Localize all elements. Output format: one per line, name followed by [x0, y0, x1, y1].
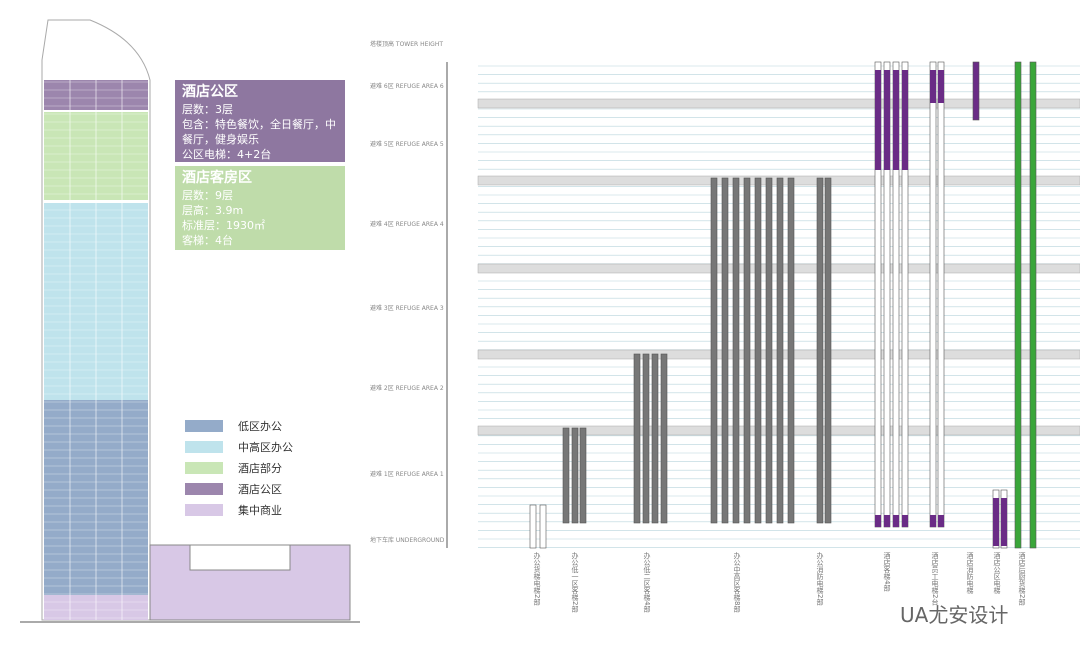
hotel-shaft-foot	[884, 515, 890, 527]
elevator-shaft	[776, 177, 784, 524]
zone-label: 避难 6区 REFUGE AREA 6	[370, 82, 444, 90]
refuge-band	[477, 98, 1080, 109]
watermark: UA尤安设计	[900, 603, 1008, 627]
info-line: 层高：3.9m	[182, 203, 243, 217]
hotel-shaft-foot	[930, 515, 936, 527]
elevator-shaft	[710, 177, 718, 524]
hotel-shaft-top	[902, 70, 908, 170]
elevator-shaft	[539, 504, 547, 549]
elevator-shaft	[732, 177, 740, 524]
hotel-shaft-top	[884, 70, 890, 170]
elevator-label: 办公中高区客梯8部	[733, 551, 741, 613]
elevator-shaft	[571, 427, 579, 524]
info-title: 酒店公区	[182, 83, 238, 100]
elevator-shaft	[562, 427, 570, 524]
legend-swatch	[185, 420, 223, 432]
legend-label: 中高区办公	[238, 440, 293, 454]
legend-swatch	[185, 504, 223, 516]
elevator-label: 酒店员工电梯2台	[931, 552, 939, 607]
elevator-shaft	[642, 353, 650, 524]
legend-swatch	[185, 462, 223, 474]
info-box	[175, 166, 345, 250]
elevator-label: 酒店后厨货梯2部	[1018, 552, 1026, 607]
service-shaft	[1001, 498, 1007, 546]
elevator-shaft	[743, 177, 751, 524]
info-line: 客梯：4台	[182, 233, 233, 247]
hotel-shaft-foot	[902, 515, 908, 527]
legend-label: 酒店公区	[238, 482, 282, 496]
legend-label: 集中商业	[238, 503, 282, 517]
elevator-shaft	[660, 353, 668, 524]
info-title: 酒店客房区	[182, 169, 252, 186]
hotel-shaft-top	[875, 70, 881, 170]
zone-label: 避难 4区 REFUGE AREA 4	[370, 220, 444, 228]
elevator-shaft	[937, 61, 945, 528]
elevator-label: 办公消防电梯2部	[816, 551, 824, 606]
elevator-shaft	[972, 61, 980, 121]
elevator-label: 办公货梯电梯2部	[533, 551, 541, 606]
legend-label: 酒店部分	[238, 461, 282, 475]
elevator-label: 办公低一区客梯2部	[571, 551, 579, 613]
hotel-shaft-foot	[875, 515, 881, 527]
zone-label: 地下车库 UNDERGROUND	[370, 536, 445, 544]
elevator-shaft	[529, 504, 537, 549]
hotel-shaft-top	[893, 70, 899, 170]
hotel-shaft-top	[938, 70, 944, 103]
zone-label: 避难 2区 REFUGE AREA 2	[370, 384, 444, 392]
info-line: 层数：3层	[182, 103, 233, 116]
zone-label: 避难 1区 REFUGE AREA 1	[370, 470, 444, 478]
legend-label: 低区办公	[238, 420, 282, 433]
hotel-shaft-foot	[938, 515, 944, 527]
elevator-label: 酒店客梯4部	[883, 552, 891, 593]
elevator-shaft	[929, 61, 937, 528]
legend-swatch	[185, 483, 223, 495]
elevator-shaft	[765, 177, 773, 524]
elevator-shaft	[633, 353, 641, 524]
elevator-label: 酒店消防电梯	[966, 552, 974, 595]
hotel-shaft-foot	[893, 515, 899, 527]
legend-swatch	[185, 441, 223, 453]
elevator-shaft	[1014, 61, 1022, 549]
info-line: 餐厅，健身娱乐	[182, 132, 259, 146]
zone-label: 避难 5区 REFUGE AREA 5	[370, 140, 444, 148]
elevator-shaft	[824, 177, 832, 524]
elevator-shaft	[1029, 61, 1037, 549]
elevator-shaft	[787, 177, 795, 524]
elevator-label: 酒店公区电梯	[993, 552, 1001, 595]
info-line: 包含：特色餐饮，全日餐厅，中	[182, 117, 336, 131]
hotel-shaft-top	[930, 70, 936, 103]
info-line: 层数：9层	[182, 189, 233, 202]
info-line: 标准层：1930㎡	[182, 218, 265, 232]
elevator-shaft	[816, 177, 824, 524]
zone-label: 避难 3区 REFUGE AREA 3	[370, 304, 444, 312]
service-shaft	[993, 498, 999, 546]
info-line: 公区电梯：4+2台	[182, 147, 271, 161]
info-box	[175, 80, 345, 162]
elevator-shaft	[754, 177, 762, 524]
zone-label: 塔楼顶高 TOWER HEIGHT	[370, 40, 443, 48]
elevator-shaft	[579, 427, 587, 524]
elevator-label: 办公低二区客梯4部	[643, 551, 651, 613]
elevator-shaft	[721, 177, 729, 524]
elevator-shaft	[651, 353, 659, 524]
